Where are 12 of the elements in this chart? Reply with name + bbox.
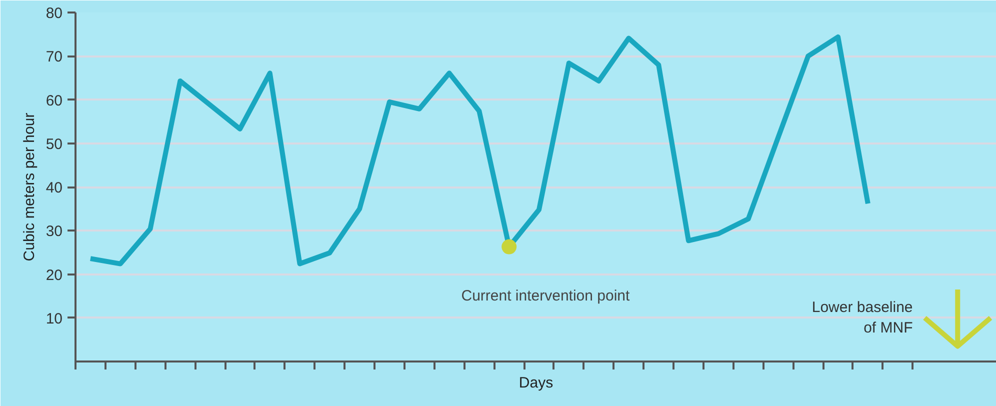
y-tick-label: 20 xyxy=(46,266,63,284)
y-tick-label: 60 xyxy=(46,92,63,110)
x-axis-title: Days xyxy=(518,374,554,392)
y-tick-label: 80 xyxy=(46,5,63,22)
y-axis-title: Cubic meters per hour xyxy=(20,112,38,262)
y-tick-label: 40 xyxy=(46,180,63,196)
annotation: Current intervention point xyxy=(461,288,631,305)
y-tick-label: 50 xyxy=(46,136,63,153)
y-tick-label: 30 xyxy=(46,223,63,240)
annotation: Lower baseline of MNF xyxy=(812,299,913,337)
y-tick-label: 70 xyxy=(46,48,63,66)
y-tick-label: 10 xyxy=(46,310,63,328)
